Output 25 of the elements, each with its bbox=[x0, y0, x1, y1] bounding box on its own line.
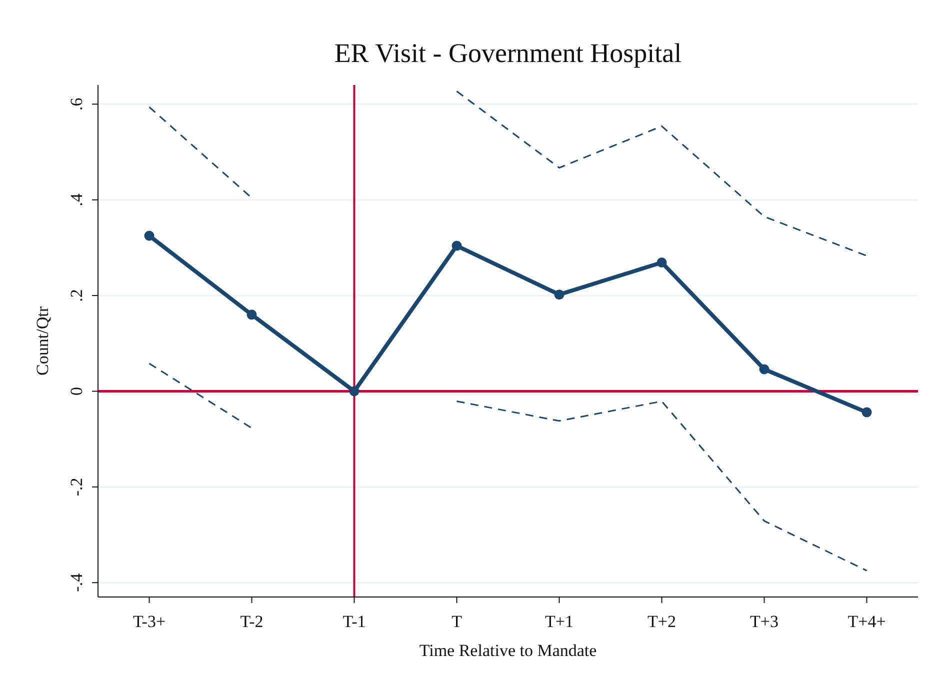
x-tick-label: T-3+ bbox=[132, 612, 166, 631]
y-axis-title: Count/Qtr bbox=[33, 306, 52, 376]
point bbox=[144, 230, 154, 241]
y-tick-label: -.2 bbox=[66, 478, 86, 496]
x-tick-label: T+3 bbox=[750, 612, 778, 631]
x-tick-label: T+2 bbox=[648, 612, 676, 631]
y-tick-label: -.4 bbox=[66, 572, 86, 592]
x-tick-label: T-2 bbox=[240, 612, 264, 631]
y-tick-label: .4 bbox=[66, 192, 86, 206]
chart-title: ER Visit - Government Hospital bbox=[334, 38, 682, 68]
point bbox=[759, 364, 770, 374]
y-tick-label: .2 bbox=[66, 289, 86, 302]
point bbox=[452, 240, 462, 251]
y-tick-label: .6 bbox=[66, 98, 86, 111]
point bbox=[656, 258, 667, 268]
point bbox=[862, 407, 872, 418]
y-tick-label: 0 bbox=[66, 386, 86, 396]
point bbox=[246, 310, 257, 320]
x-tick-label: T-1 bbox=[342, 612, 366, 631]
point bbox=[349, 386, 360, 396]
x-tick-label: T+4+ bbox=[848, 612, 886, 631]
x-tick-label: T bbox=[452, 612, 463, 631]
x-axis-title: Time Relative to Mandate bbox=[419, 641, 597, 660]
point bbox=[554, 290, 564, 300]
x-tick-label: T+1 bbox=[545, 612, 574, 631]
